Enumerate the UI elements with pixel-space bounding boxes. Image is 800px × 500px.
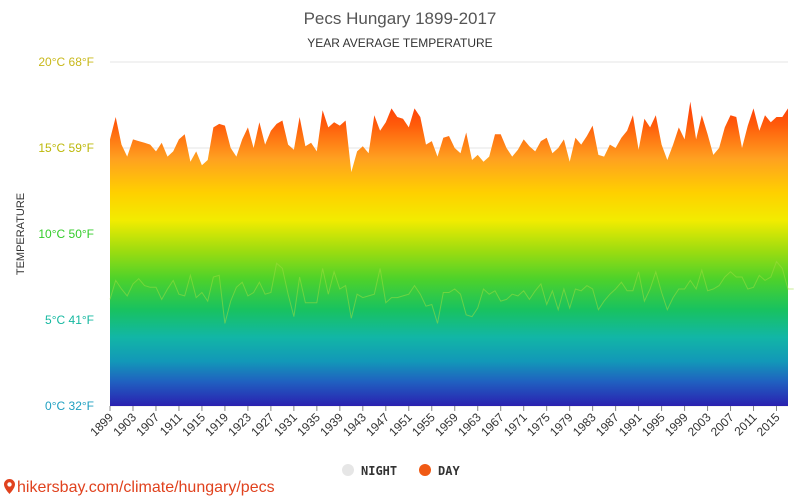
- x-tick-label: 1899: [87, 410, 116, 439]
- y-tick-label: 10°C 50°F: [38, 227, 94, 241]
- y-tick-label: 20°C 68°F: [38, 55, 94, 69]
- source-text: hikersbay.com/climate/hungary/pecs: [17, 479, 275, 496]
- x-tick-labels: 1899190319071911191519191923192719311935…: [87, 406, 783, 439]
- x-tick-label: 1987: [593, 410, 622, 439]
- x-tick-label: 1991: [616, 410, 645, 439]
- x-tick-label: 1907: [133, 410, 162, 439]
- x-tick-label: 1903: [110, 410, 139, 439]
- x-tick-label: 1919: [202, 410, 231, 439]
- x-tick-label: 1931: [271, 410, 300, 439]
- x-tick-label: 1967: [478, 410, 507, 439]
- x-tick-label: 1975: [524, 410, 553, 439]
- y-tick-label: 15°C 59°F: [38, 141, 94, 155]
- x-tick-label: 2003: [685, 410, 714, 439]
- x-tick-label: 1959: [432, 410, 461, 439]
- source-link[interactable]: hikersbay.com/climate/hungary/pecs: [4, 479, 275, 499]
- x-tick-label: 1999: [662, 410, 691, 439]
- x-tick-label: 1951: [386, 410, 415, 439]
- x-tick-label: 1995: [639, 410, 668, 439]
- legend-night-label: NIGHT: [361, 464, 397, 478]
- y-tick-label: 5°C 41°F: [45, 313, 94, 327]
- x-tick-label: 1983: [570, 410, 599, 439]
- y-axis-label: TEMPERATURE: [15, 193, 27, 275]
- x-tick-label: 1979: [547, 410, 576, 439]
- y-tick-label: 0°C 32°F: [45, 399, 94, 413]
- legend: NIGHT DAY: [342, 464, 460, 478]
- x-tick-label: 1971: [501, 410, 530, 439]
- night-series-line: [109, 260, 794, 324]
- legend-day-label: DAY: [438, 464, 460, 478]
- chart-title: Pecs Hungary 1899-2017: [304, 9, 497, 28]
- legend-day-marker: [419, 464, 431, 476]
- x-tick-label: 2007: [708, 410, 737, 439]
- x-tick-label: 1939: [317, 410, 346, 439]
- x-tick-label: 1935: [294, 410, 323, 439]
- x-tick-label: 1911: [157, 410, 185, 438]
- legend-item-day[interactable]: DAY: [419, 464, 460, 478]
- legend-item-night[interactable]: NIGHT: [342, 464, 397, 478]
- x-tick-label: 1963: [455, 410, 484, 439]
- x-tick-label: 1915: [179, 410, 208, 439]
- x-tick-label: 2015: [754, 410, 783, 439]
- chart-subtitle: YEAR AVERAGE TEMPERATURE: [307, 36, 492, 50]
- x-tick-label: 1955: [409, 410, 438, 439]
- x-tick-label: 1943: [340, 410, 369, 439]
- x-tick-label: 1923: [225, 410, 254, 439]
- day-series-area: [110, 101, 788, 406]
- x-tick-label: 1947: [363, 410, 392, 439]
- y-tick-labels: 0°C 32°F 5°C 41°F 10°C 50°F 15°C 59°F 20°C 6…: [38, 55, 94, 413]
- legend-night-marker: [342, 464, 354, 476]
- x-tick-label: 2011: [731, 410, 759, 438]
- location-pin-icon: [4, 479, 15, 499]
- x-tick-label: 1927: [248, 410, 277, 439]
